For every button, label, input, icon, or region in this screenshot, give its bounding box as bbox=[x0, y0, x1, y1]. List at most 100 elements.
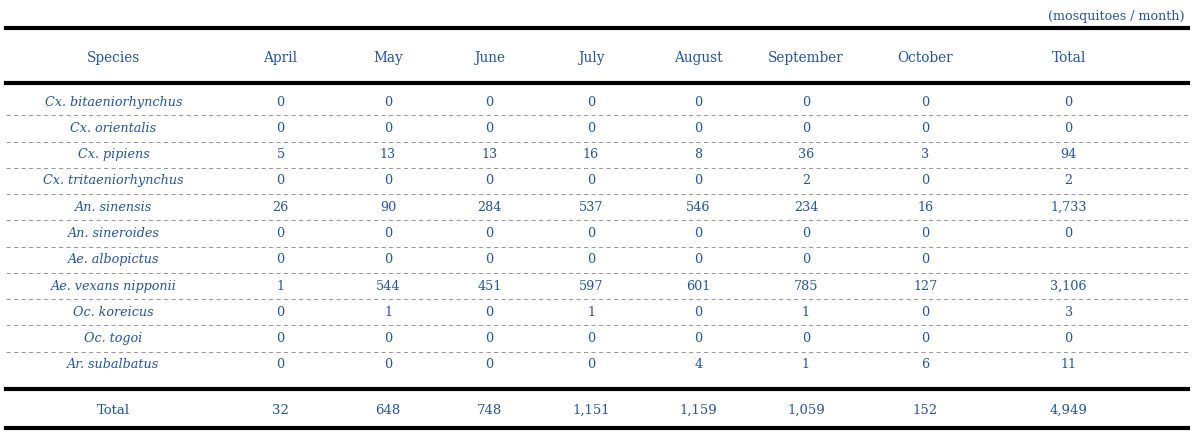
Text: 597: 597 bbox=[579, 280, 603, 293]
Text: Cx. tritaeniorhynchus: Cx. tritaeniorhynchus bbox=[43, 174, 184, 187]
Text: 546: 546 bbox=[687, 201, 710, 214]
Text: 0: 0 bbox=[486, 332, 493, 345]
Text: 0: 0 bbox=[384, 122, 392, 135]
Text: 0: 0 bbox=[587, 227, 595, 240]
Text: 0: 0 bbox=[695, 122, 702, 135]
Text: 2: 2 bbox=[802, 174, 810, 187]
Text: 0: 0 bbox=[1065, 96, 1072, 109]
Text: 0: 0 bbox=[384, 253, 392, 266]
Text: 11: 11 bbox=[1060, 359, 1077, 372]
Text: 26: 26 bbox=[272, 201, 289, 214]
Text: 8: 8 bbox=[695, 148, 702, 161]
Text: 0: 0 bbox=[277, 227, 284, 240]
Text: 0: 0 bbox=[922, 174, 929, 187]
Text: Cx. pipiens: Cx. pipiens bbox=[78, 148, 149, 161]
Text: (mosquitoes / month): (mosquitoes / month) bbox=[1048, 10, 1184, 23]
Text: 0: 0 bbox=[922, 96, 929, 109]
Text: August: August bbox=[675, 51, 722, 65]
Text: Ar. subalbatus: Ar. subalbatus bbox=[67, 359, 160, 372]
Text: 0: 0 bbox=[486, 306, 493, 319]
Text: 0: 0 bbox=[1065, 227, 1072, 240]
Text: 1,159: 1,159 bbox=[679, 404, 718, 417]
Text: 0: 0 bbox=[802, 227, 810, 240]
Text: 0: 0 bbox=[587, 359, 595, 372]
Text: October: October bbox=[898, 51, 953, 65]
Text: 90: 90 bbox=[380, 201, 396, 214]
Text: 0: 0 bbox=[277, 174, 284, 187]
Text: July: July bbox=[578, 51, 604, 65]
Text: 13: 13 bbox=[481, 148, 498, 161]
Text: Total: Total bbox=[1052, 51, 1085, 65]
Text: 32: 32 bbox=[272, 404, 289, 417]
Text: 1: 1 bbox=[802, 306, 810, 319]
Text: 1,733: 1,733 bbox=[1051, 201, 1087, 214]
Text: 234: 234 bbox=[794, 201, 818, 214]
Text: 451: 451 bbox=[478, 280, 501, 293]
Text: 13: 13 bbox=[380, 148, 396, 161]
Text: 648: 648 bbox=[375, 404, 401, 417]
Text: 127: 127 bbox=[913, 280, 937, 293]
Text: 0: 0 bbox=[486, 174, 493, 187]
Text: May: May bbox=[374, 51, 402, 65]
Text: 0: 0 bbox=[587, 253, 595, 266]
Text: June: June bbox=[474, 51, 505, 65]
Text: 0: 0 bbox=[384, 359, 392, 372]
Text: 6: 6 bbox=[922, 359, 929, 372]
Text: 0: 0 bbox=[277, 332, 284, 345]
Text: 0: 0 bbox=[277, 96, 284, 109]
Text: 0: 0 bbox=[486, 227, 493, 240]
Text: 284: 284 bbox=[478, 201, 501, 214]
Text: An. sinensis: An. sinensis bbox=[75, 201, 152, 214]
Text: 3,106: 3,106 bbox=[1051, 280, 1087, 293]
Text: Cx. bitaeniorhynchus: Cx. bitaeniorhynchus bbox=[44, 96, 183, 109]
Text: 0: 0 bbox=[486, 359, 493, 372]
Text: 0: 0 bbox=[922, 227, 929, 240]
Text: 0: 0 bbox=[922, 253, 929, 266]
Text: 1,059: 1,059 bbox=[787, 404, 825, 417]
Text: 0: 0 bbox=[486, 96, 493, 109]
Text: 0: 0 bbox=[802, 332, 810, 345]
Text: 0: 0 bbox=[277, 122, 284, 135]
Text: 0: 0 bbox=[802, 122, 810, 135]
Text: 0: 0 bbox=[587, 332, 595, 345]
Text: An. sineroides: An. sineroides bbox=[68, 227, 159, 240]
Text: Oc. koreicus: Oc. koreicus bbox=[73, 306, 154, 319]
Text: 785: 785 bbox=[794, 280, 818, 293]
Text: 152: 152 bbox=[912, 404, 938, 417]
Text: 0: 0 bbox=[1065, 122, 1072, 135]
Text: 1,151: 1,151 bbox=[572, 404, 610, 417]
Text: Oc. togoi: Oc. togoi bbox=[85, 332, 142, 345]
Text: 3: 3 bbox=[922, 148, 929, 161]
Text: 0: 0 bbox=[587, 96, 595, 109]
Text: 0: 0 bbox=[695, 253, 702, 266]
Text: 16: 16 bbox=[917, 201, 934, 214]
Text: 0: 0 bbox=[695, 227, 702, 240]
Text: 36: 36 bbox=[798, 148, 814, 161]
Text: 3: 3 bbox=[1065, 306, 1072, 319]
Text: 748: 748 bbox=[476, 404, 503, 417]
Text: 0: 0 bbox=[922, 122, 929, 135]
Text: Ae. vexans nipponii: Ae. vexans nipponii bbox=[50, 280, 177, 293]
Text: 544: 544 bbox=[376, 280, 400, 293]
Text: 5: 5 bbox=[277, 148, 284, 161]
Text: 0: 0 bbox=[384, 174, 392, 187]
Text: 0: 0 bbox=[922, 332, 929, 345]
Text: 0: 0 bbox=[277, 253, 284, 266]
Text: 0: 0 bbox=[384, 227, 392, 240]
Text: 0: 0 bbox=[384, 96, 392, 109]
Text: 94: 94 bbox=[1060, 148, 1077, 161]
Text: 1: 1 bbox=[587, 306, 595, 319]
Text: September: September bbox=[768, 51, 844, 65]
Text: 0: 0 bbox=[587, 174, 595, 187]
Text: Total: Total bbox=[97, 404, 130, 417]
Text: 1: 1 bbox=[277, 280, 284, 293]
Text: 0: 0 bbox=[802, 96, 810, 109]
Text: Cx. orientalis: Cx. orientalis bbox=[70, 122, 156, 135]
Text: 0: 0 bbox=[486, 253, 493, 266]
Text: Ae. albopictus: Ae. albopictus bbox=[68, 253, 159, 266]
Text: 0: 0 bbox=[922, 306, 929, 319]
Text: April: April bbox=[264, 51, 297, 65]
Text: 16: 16 bbox=[583, 148, 599, 161]
Text: 601: 601 bbox=[687, 280, 710, 293]
Text: 2: 2 bbox=[1065, 174, 1072, 187]
